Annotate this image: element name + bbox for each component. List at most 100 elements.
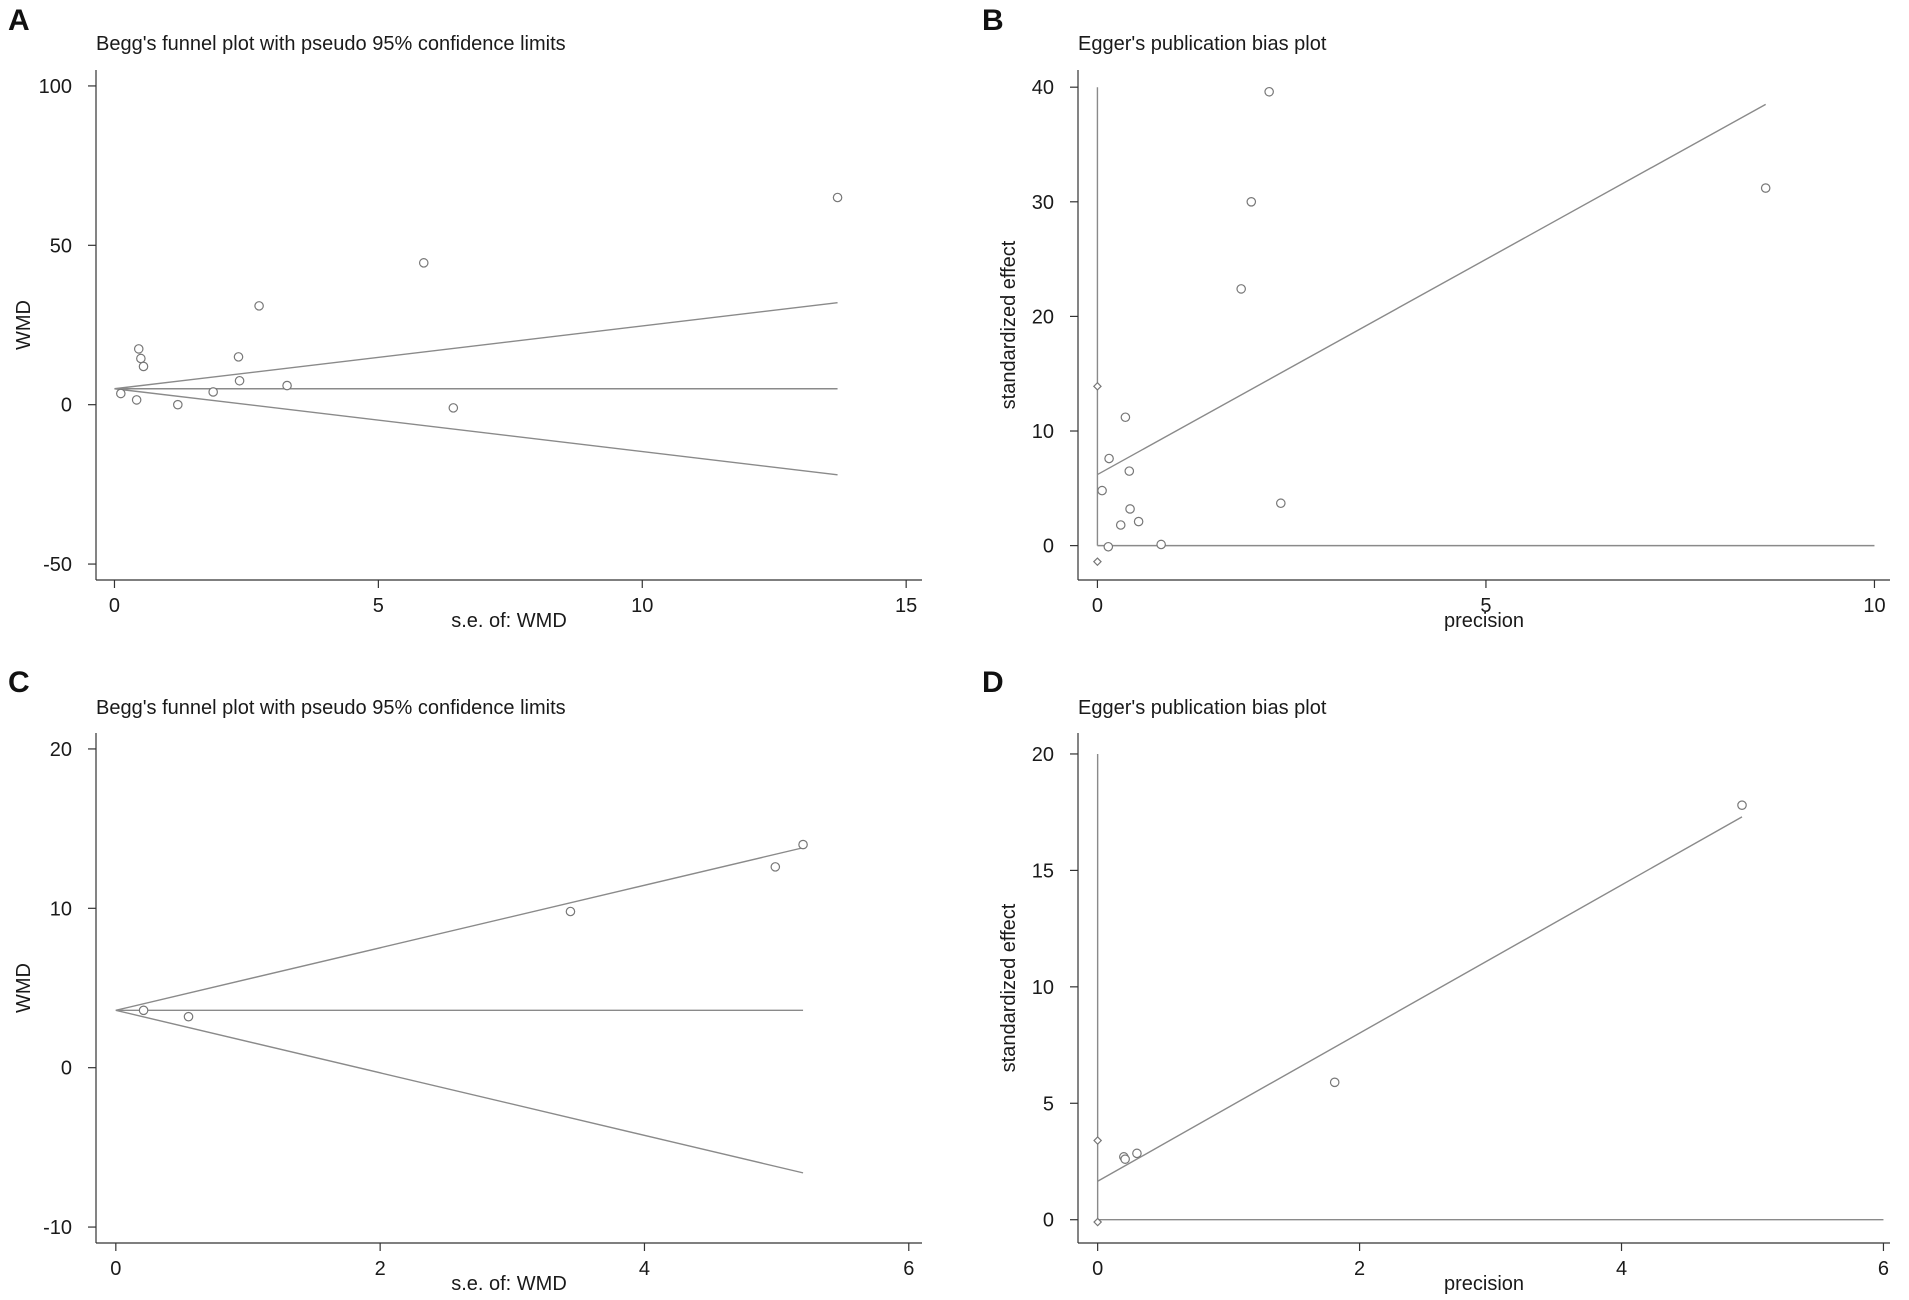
y-tick-label: 0 (1043, 536, 1054, 558)
x-tick-label: 10 (1863, 595, 1885, 617)
x-tick-label: 0 (1092, 595, 1103, 617)
x-tick-label: 4 (639, 1258, 650, 1280)
y-tick-label: 5 (1043, 1093, 1054, 1115)
study-point (565, 906, 576, 917)
y-tick-label: -50 (43, 554, 72, 576)
intercept-marker (1092, 557, 1102, 567)
study-point (1737, 800, 1747, 810)
lower-pseudo-95-limit-line (115, 1009, 804, 1174)
y-axis-label: WMD (13, 963, 35, 1013)
x-tick-label: 0 (109, 595, 120, 617)
x-axis-label: s.e. of: WMD (451, 610, 567, 632)
study-point (133, 344, 144, 354)
study-point (1329, 1077, 1340, 1088)
x-tick-label: 4 (1616, 1258, 1627, 1280)
x-tick-label: 10 (631, 595, 653, 617)
study-point (1246, 196, 1257, 207)
y-tick-label: 20 (1032, 306, 1054, 328)
y-tick-label: 100 (39, 76, 72, 98)
x-tick-label: 2 (1354, 1258, 1365, 1280)
panel-letter: B (982, 4, 1004, 37)
y-tick-label: 10 (1032, 421, 1054, 443)
study-point (208, 387, 218, 397)
study-point (1104, 453, 1114, 464)
panel-d: D Egger's publication bias plot 0 2 4 6 20 15 10… (982, 666, 1890, 1295)
y-tick-label: 0 (61, 395, 72, 417)
x-tick-label: 2 (375, 1258, 386, 1280)
study-point (770, 862, 781, 872)
panel-a: A Begg's funnel plot with pseudo 95% conf… (8, 4, 922, 632)
y-axis-label: standardized effect (998, 240, 1020, 409)
study-point (798, 839, 808, 850)
x-axis-label: precision (1444, 1273, 1524, 1295)
study-point (234, 375, 245, 386)
study-point (1125, 504, 1135, 514)
regression-line-line (1097, 816, 1743, 1182)
x-tick-label: 0 (110, 1258, 121, 1280)
study-point (138, 1005, 149, 1016)
y-tick-label: 50 (50, 235, 72, 257)
study-point (282, 380, 292, 391)
x-tick-label: 6 (1878, 1258, 1889, 1280)
panel-b: B Egger's publication bias plot 0 5 10 40 30 20… (982, 4, 1890, 632)
study-point (418, 258, 429, 268)
study-point (131, 395, 142, 405)
regression-line-line (1097, 103, 1767, 476)
x-axis-label: s.e. of: WMD (451, 1273, 567, 1295)
study-point (1097, 485, 1107, 496)
intercept-marker (1092, 381, 1102, 391)
study-point (233, 352, 244, 362)
panel-letter: A (8, 4, 30, 37)
panels-root: A Begg's funnel plot with pseudo 95% conf… (8, 4, 1890, 1295)
study-point (1236, 284, 1246, 294)
lower-pseudo-95-limit-line (114, 388, 838, 476)
study-point (254, 301, 264, 311)
y-tick-label: 20 (50, 739, 72, 761)
study-point (1156, 539, 1166, 550)
study-point (138, 361, 149, 372)
study-point (183, 1011, 194, 1022)
study-point (832, 192, 843, 203)
study-point (448, 403, 459, 413)
y-tick-label: 30 (1032, 192, 1054, 214)
study-point (1103, 541, 1114, 552)
x-tick-label: 5 (1480, 595, 1491, 617)
study-point (1132, 1148, 1142, 1159)
chart-title: Begg's funnel plot with pseudo 95% confi… (96, 697, 566, 719)
x-tick-label: 0 (1092, 1258, 1103, 1280)
x-tick-label: 6 (903, 1258, 914, 1280)
study-point (1276, 498, 1286, 509)
study-point (1133, 516, 1144, 527)
study-point (116, 388, 126, 399)
study-point (1264, 86, 1274, 97)
panel-letter: C (8, 666, 30, 699)
y-tick-label: 15 (1032, 860, 1054, 882)
study-point (173, 399, 183, 410)
study-point (136, 353, 146, 364)
panel-letter: D (982, 666, 1004, 699)
panel-c: C Begg's funnel plot with pseudo 95% conf… (8, 666, 922, 1295)
y-tick-label: 0 (61, 1058, 72, 1080)
study-point (1120, 1154, 1130, 1164)
x-tick-label: 15 (895, 595, 917, 617)
y-tick-label: 40 (1032, 77, 1054, 99)
upper-pseudo-95-limit-line (114, 301, 838, 390)
x-axis-label: precision (1444, 610, 1524, 632)
intercept-marker (1093, 1136, 1103, 1145)
y-tick-label: 0 (1043, 1210, 1054, 1232)
y-axis-label: WMD (13, 300, 35, 350)
chart-title: Egger's publication bias plot (1078, 33, 1327, 55)
intercept-marker (1093, 1217, 1103, 1227)
study-point (1760, 183, 1771, 193)
y-axis-label: standardized effect (998, 903, 1020, 1072)
chart-title: Egger's publication bias plot (1078, 697, 1327, 719)
y-tick-label: 10 (1032, 977, 1054, 999)
study-point (1115, 520, 1126, 530)
chart-title: Begg's funnel plot with pseudo 95% confi… (96, 33, 566, 55)
study-point (1120, 412, 1131, 423)
upper-pseudo-95-limit-line (115, 847, 804, 1011)
study-point (1124, 466, 1135, 476)
y-tick-label: 10 (50, 898, 72, 920)
